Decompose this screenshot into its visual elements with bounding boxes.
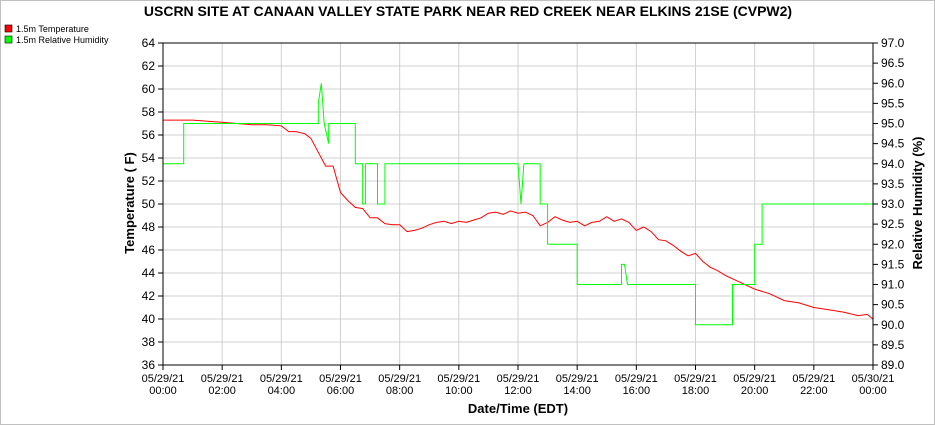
- x-tick-date: 05/29/21: [201, 373, 244, 385]
- y2-tick-label: 93.5: [881, 177, 905, 191]
- y2-tick-label: 97.0: [881, 36, 905, 50]
- legend-label: 1.5m Temperature: [16, 24, 89, 34]
- x-tick-time: 00:00: [149, 385, 177, 397]
- y2-tick-label: 96.0: [881, 76, 905, 90]
- x-tick-time: 14:00: [563, 385, 591, 397]
- x-axis: 05/29/2100:0005/29/2102:0005/29/2104:000…: [142, 365, 895, 397]
- x-tick-date: 05/29/21: [497, 373, 540, 385]
- y-tick-label: 54: [142, 151, 156, 165]
- y2-tick-label: 89.5: [881, 338, 905, 352]
- x-tick-time: 08:00: [386, 385, 414, 397]
- y-axis-right: 89.0 89.5 90.0 90.5 91.0 91.5 92.0 92.5 93.0 93.5…: [873, 36, 905, 372]
- y2-tick-label: 95.5: [881, 96, 905, 110]
- y-tick-label: 36: [142, 358, 156, 372]
- y2-tick-label: 92.0: [881, 237, 905, 251]
- y-tick-label: 62: [142, 59, 156, 73]
- y-tick-label: 52: [142, 174, 156, 188]
- y-tick-label: 42: [142, 289, 156, 303]
- humidity-series-line: [163, 83, 873, 326]
- x-tick-time: 18:00: [682, 385, 710, 397]
- y-tick-label: 40: [142, 312, 156, 326]
- y2-tick-label: 93.0: [881, 197, 905, 211]
- temperature-series-line: [163, 119, 874, 320]
- x-tick-date: 05/29/21: [260, 373, 303, 385]
- y2-axis-label: Relative Humidity (%): [910, 137, 925, 270]
- y2-tick-label: 95.0: [881, 117, 905, 131]
- x-tick-time: 10:00: [445, 385, 473, 397]
- y-tick-label: 44: [142, 266, 156, 280]
- x-tick-time: 12:00: [504, 385, 532, 397]
- y-axis-left: 36 38 40 42 44 46 48 50 52 54 56 58 60 62 64: [142, 36, 163, 372]
- legend-label: 1.5m Relative Humidity: [16, 35, 109, 45]
- y-tick-label: 60: [142, 82, 156, 96]
- y2-tick-label: 91.0: [881, 278, 905, 292]
- x-tick-time: 04:00: [268, 385, 296, 397]
- x-tick-date: 05/29/21: [615, 373, 658, 385]
- x-tick-date: 05/29/21: [319, 373, 362, 385]
- legend-swatch: [4, 24, 13, 33]
- x-tick-date: 05/29/21: [792, 373, 835, 385]
- y-tick-label: 64: [142, 36, 156, 50]
- x-tick-date: 05/29/21: [437, 373, 480, 385]
- x-tick-time: 22:00: [800, 385, 828, 397]
- x-tick-date: 05/30/21: [852, 373, 895, 385]
- series-layer: [163, 83, 874, 326]
- x-tick-date: 05/29/21: [674, 373, 717, 385]
- y-tick-label: 46: [142, 243, 156, 257]
- y-axis-label: Temperature ( F): [122, 152, 137, 254]
- x-tick-time: 00:00: [859, 385, 887, 397]
- x-tick-time: 16:00: [623, 385, 651, 397]
- y2-tick-label: 96.5: [881, 56, 905, 70]
- chart-title: USCRN SITE AT CANAAN VALLEY STATE PARK N…: [144, 3, 792, 19]
- y-tick-label: 56: [142, 128, 156, 142]
- y2-tick-label: 91.5: [881, 257, 905, 271]
- x-tick-time: 02:00: [208, 385, 236, 397]
- y-tick-label: 48: [142, 220, 156, 234]
- y2-tick-label: 94.0: [881, 157, 905, 171]
- x-tick-date: 05/29/21: [556, 373, 599, 385]
- x-tick-date: 05/29/21: [733, 373, 776, 385]
- x-tick-date: 05/29/21: [378, 373, 421, 385]
- x-tick-date: 05/29/21: [142, 373, 185, 385]
- x-tick-time: 20:00: [741, 385, 769, 397]
- y2-tick-label: 94.5: [881, 137, 905, 151]
- legend-swatch: [4, 35, 13, 44]
- y-tick-label: 50: [142, 197, 156, 211]
- y2-tick-label: 92.5: [881, 217, 905, 231]
- y-tick-label: 58: [142, 105, 156, 119]
- y2-tick-label: 89.0: [881, 358, 905, 372]
- x-axis-label: Date/Time (EDT): [468, 401, 568, 416]
- y2-tick-label: 90.5: [881, 298, 905, 312]
- y2-tick-label: 90.0: [881, 318, 905, 332]
- y-tick-label: 38: [142, 335, 156, 349]
- x-tick-time: 06:00: [327, 385, 355, 397]
